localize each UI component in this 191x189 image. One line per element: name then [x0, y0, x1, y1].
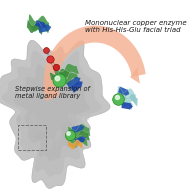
Polygon shape: [28, 14, 49, 33]
Point: [55, 66, 58, 69]
Point: [44, 49, 47, 52]
Ellipse shape: [74, 120, 79, 127]
Point: [115, 95, 118, 98]
Polygon shape: [119, 96, 133, 110]
Point: [48, 57, 51, 60]
Polygon shape: [70, 130, 90, 144]
Ellipse shape: [19, 88, 30, 97]
Polygon shape: [0, 40, 110, 189]
Polygon shape: [2, 51, 101, 177]
Polygon shape: [67, 77, 81, 90]
Ellipse shape: [31, 55, 38, 67]
Polygon shape: [130, 67, 140, 84]
Bar: [18, 125, 46, 150]
Ellipse shape: [29, 112, 37, 129]
Polygon shape: [72, 124, 84, 133]
Polygon shape: [122, 92, 138, 106]
Polygon shape: [68, 140, 83, 149]
Ellipse shape: [41, 82, 48, 95]
Ellipse shape: [61, 119, 75, 136]
Point: [56, 77, 59, 80]
Polygon shape: [14, 64, 90, 161]
Ellipse shape: [42, 73, 52, 94]
Text: Stepwise expansion of
metal ligand library: Stepwise expansion of metal ligand libra…: [15, 86, 90, 99]
Point: [67, 131, 70, 134]
Point: [116, 98, 119, 101]
Point: [57, 79, 60, 82]
Text: Mononuclear copper enzyme
with His-His-Glu facial triad: Mononuclear copper enzyme with His-His-G…: [85, 20, 186, 33]
Polygon shape: [27, 20, 43, 35]
Point: [68, 134, 71, 137]
Polygon shape: [35, 20, 46, 29]
Ellipse shape: [48, 78, 60, 96]
Polygon shape: [121, 102, 133, 110]
Polygon shape: [54, 64, 79, 80]
Ellipse shape: [46, 137, 53, 150]
Polygon shape: [50, 69, 71, 83]
Polygon shape: [75, 136, 86, 145]
Polygon shape: [71, 81, 83, 93]
Polygon shape: [68, 124, 90, 139]
Polygon shape: [38, 24, 51, 33]
Ellipse shape: [47, 66, 53, 74]
Ellipse shape: [58, 53, 63, 63]
Polygon shape: [117, 86, 136, 103]
Ellipse shape: [54, 129, 62, 142]
Ellipse shape: [35, 132, 45, 139]
Ellipse shape: [68, 113, 75, 125]
Polygon shape: [67, 136, 88, 148]
Polygon shape: [61, 72, 79, 85]
Ellipse shape: [17, 115, 20, 122]
Polygon shape: [44, 26, 146, 101]
Polygon shape: [118, 87, 129, 96]
Ellipse shape: [84, 110, 91, 121]
